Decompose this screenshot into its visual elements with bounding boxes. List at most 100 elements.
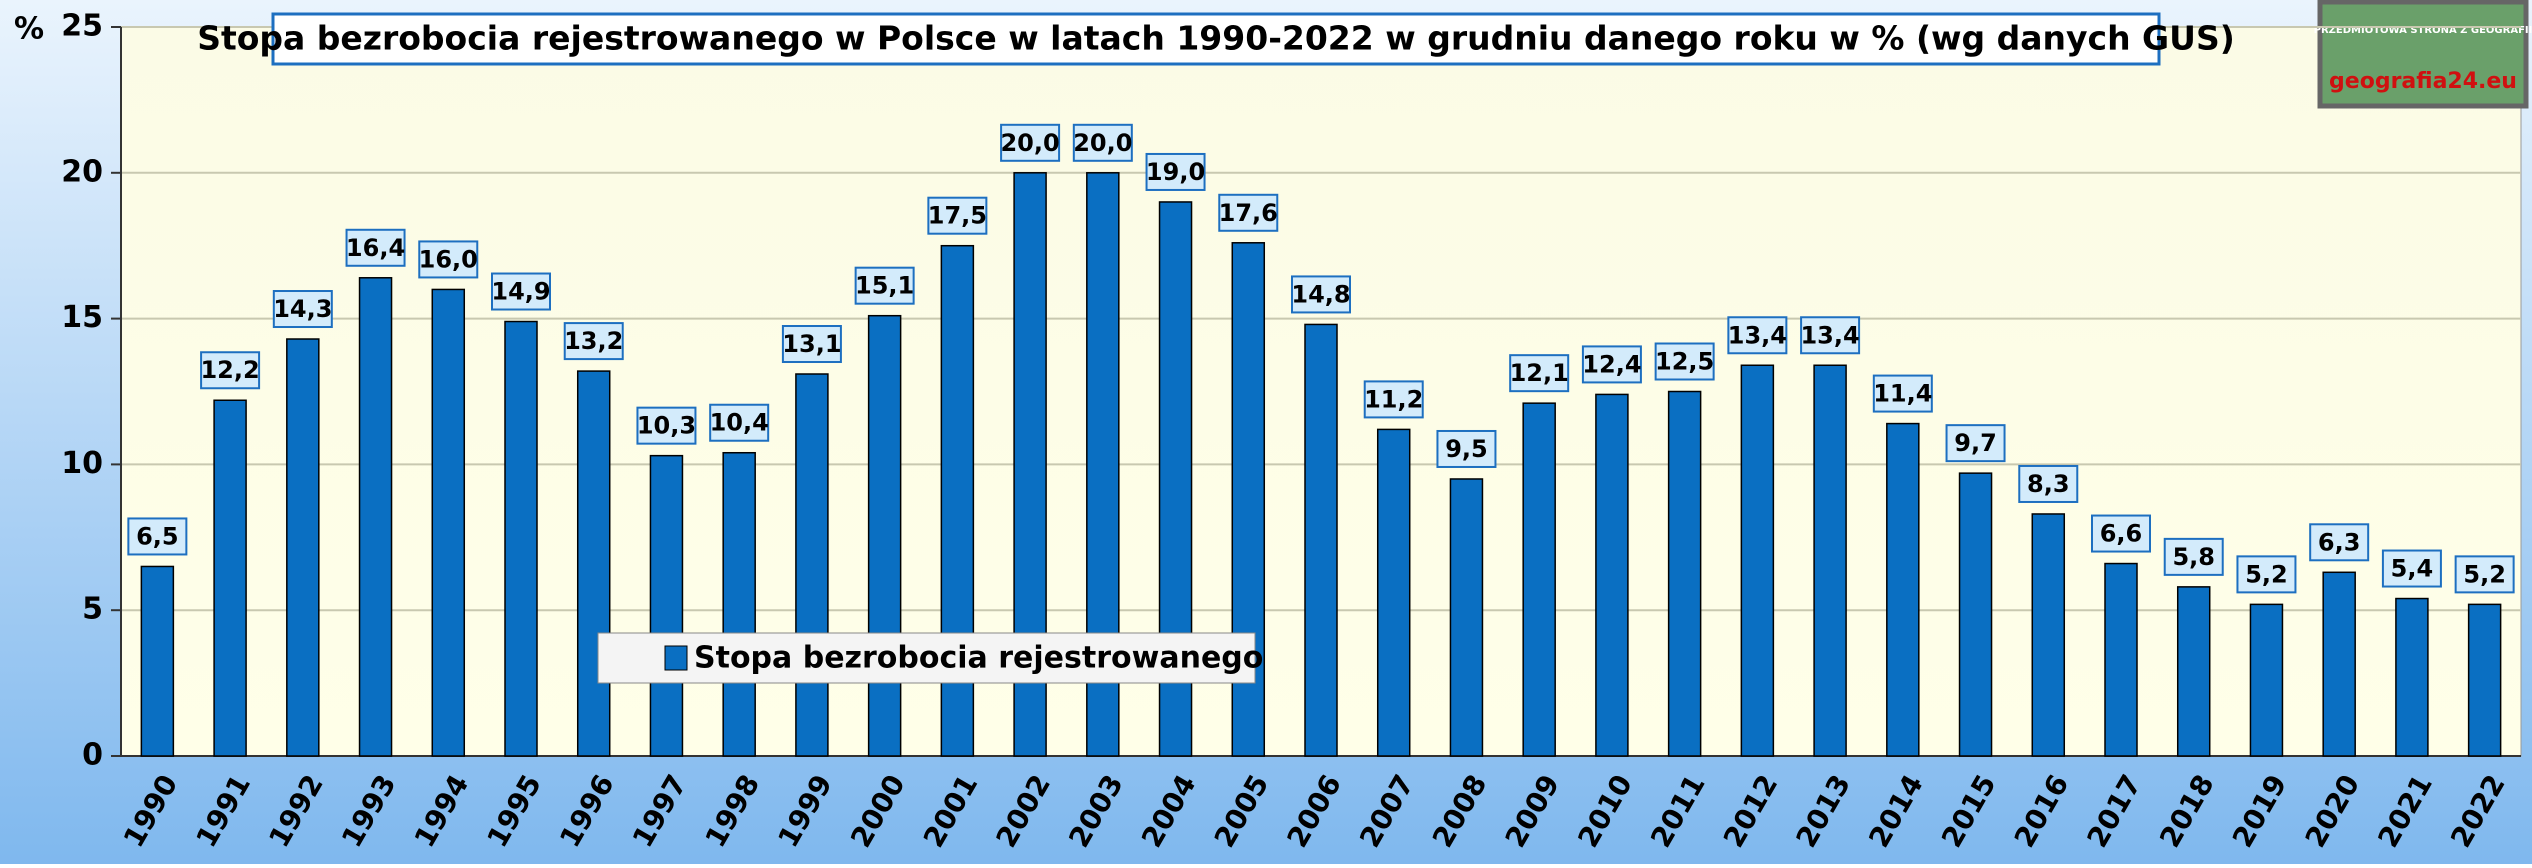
value-label: 17,5 [928,202,987,230]
bar [1376,428,1411,757]
bar [1522,402,1556,757]
value-label: 12,2 [200,356,259,384]
y-tick-label: 0 [82,738,103,773]
value-label: 6,5 [136,522,179,550]
bar [867,314,902,757]
logo-frame [2317,0,2529,109]
bar [286,338,320,757]
bar [2176,586,2211,757]
bar [1813,364,1847,757]
value-label: 14,8 [1291,280,1350,308]
value-label-box [709,403,770,442]
value-label: 19,0 [1146,158,1205,186]
value-label: 17,6 [1219,199,1278,227]
value-label: 5,8 [2172,543,2215,571]
value-label-box [418,240,479,279]
value-label-box [1363,380,1424,419]
y-axis-label: % [14,12,44,47]
bar [2322,571,2356,757]
bar [358,277,393,757]
bar [1595,393,1629,757]
bar [722,451,756,757]
value-label-box [1436,429,1497,468]
value-label: 10,4 [710,409,769,437]
value-label: 16,4 [346,234,405,262]
value-label-box [2018,464,2079,503]
bar [1304,323,1338,757]
value-label-box [1145,152,1206,191]
value-label-box [1509,354,1570,393]
bar [1886,422,1920,757]
value-label-box [2381,549,2442,588]
bar [1958,472,1993,757]
bar [795,373,829,757]
value-label: 11,2 [1364,385,1423,413]
value-label-box [2236,555,2297,594]
value-label: 16,0 [419,245,478,273]
legend-swatch [664,645,688,671]
bar [576,370,611,757]
chart-title: Stopa bezrobocia rejestrowanego w Polsce… [197,19,2235,58]
value-label-box [1291,275,1351,314]
value-label-box [2091,514,2151,553]
y-tick-label: 25 [61,9,103,44]
value-label-box [2309,523,2370,562]
value-label-box [2454,555,2515,594]
legend [597,632,1256,684]
value-label: 20,0 [1000,129,1059,157]
value-label: 6,3 [2318,528,2361,556]
value-label: 6,6 [2100,520,2143,548]
bar [1449,478,1484,757]
value-label: 12,1 [1510,359,1569,387]
bar [1667,390,1702,757]
value-label: 20,0 [1073,129,1132,157]
value-label: 11,4 [1873,380,1932,408]
value-label: 13,4 [1800,321,1859,349]
logo-caption: PRZEDMIOTOWA STRONA Z GEOGRAFII [2314,25,2532,36]
value-label-box [200,351,261,390]
value-label-box [491,272,551,311]
value-label-box [127,517,188,556]
value-label: 14,3 [273,295,332,323]
value-label: 5,2 [2463,560,2506,588]
value-label-box [1727,316,1788,355]
value-label-box [1945,424,2006,463]
bar [2031,513,2066,757]
logo-text: geografia24.eu [2329,69,2517,94]
value-label-box [1000,123,1061,162]
value-label-box [854,266,915,305]
value-label: 13,1 [782,330,841,358]
legend-label: Stopa bezrobocia rejestrowanego [694,641,1263,676]
title-box [271,12,2161,66]
value-label-box [781,325,842,364]
value-label: 5,2 [2245,560,2288,588]
value-label-box [1872,374,1933,413]
value-label: 8,3 [2027,470,2070,498]
bar [649,454,684,757]
value-label: 14,9 [491,278,550,306]
value-label: 10,3 [637,412,696,440]
value-label: 12,5 [1655,348,1714,376]
bar [2395,597,2429,757]
value-label-box [1654,342,1715,381]
value-label-box [563,322,624,361]
value-label: 9,7 [1954,429,1997,457]
bar [2249,603,2284,757]
bar [2104,562,2138,757]
value-label: 5,4 [2391,555,2434,583]
y-tick-label: 15 [61,300,103,335]
bar [213,399,247,757]
value-label: 12,4 [1582,350,1641,378]
value-label: 13,2 [564,327,623,355]
y-tick-label: 5 [82,592,103,627]
value-label-box [1800,316,1861,355]
bar [2467,603,2502,757]
y-tick-label: 20 [61,154,103,189]
value-label-box [2163,537,2224,576]
value-label-box [1072,123,1133,162]
value-label: 9,5 [1445,435,1488,463]
y-tick-label: 10 [61,446,103,481]
value-label-box [272,290,333,329]
bar [431,288,466,757]
